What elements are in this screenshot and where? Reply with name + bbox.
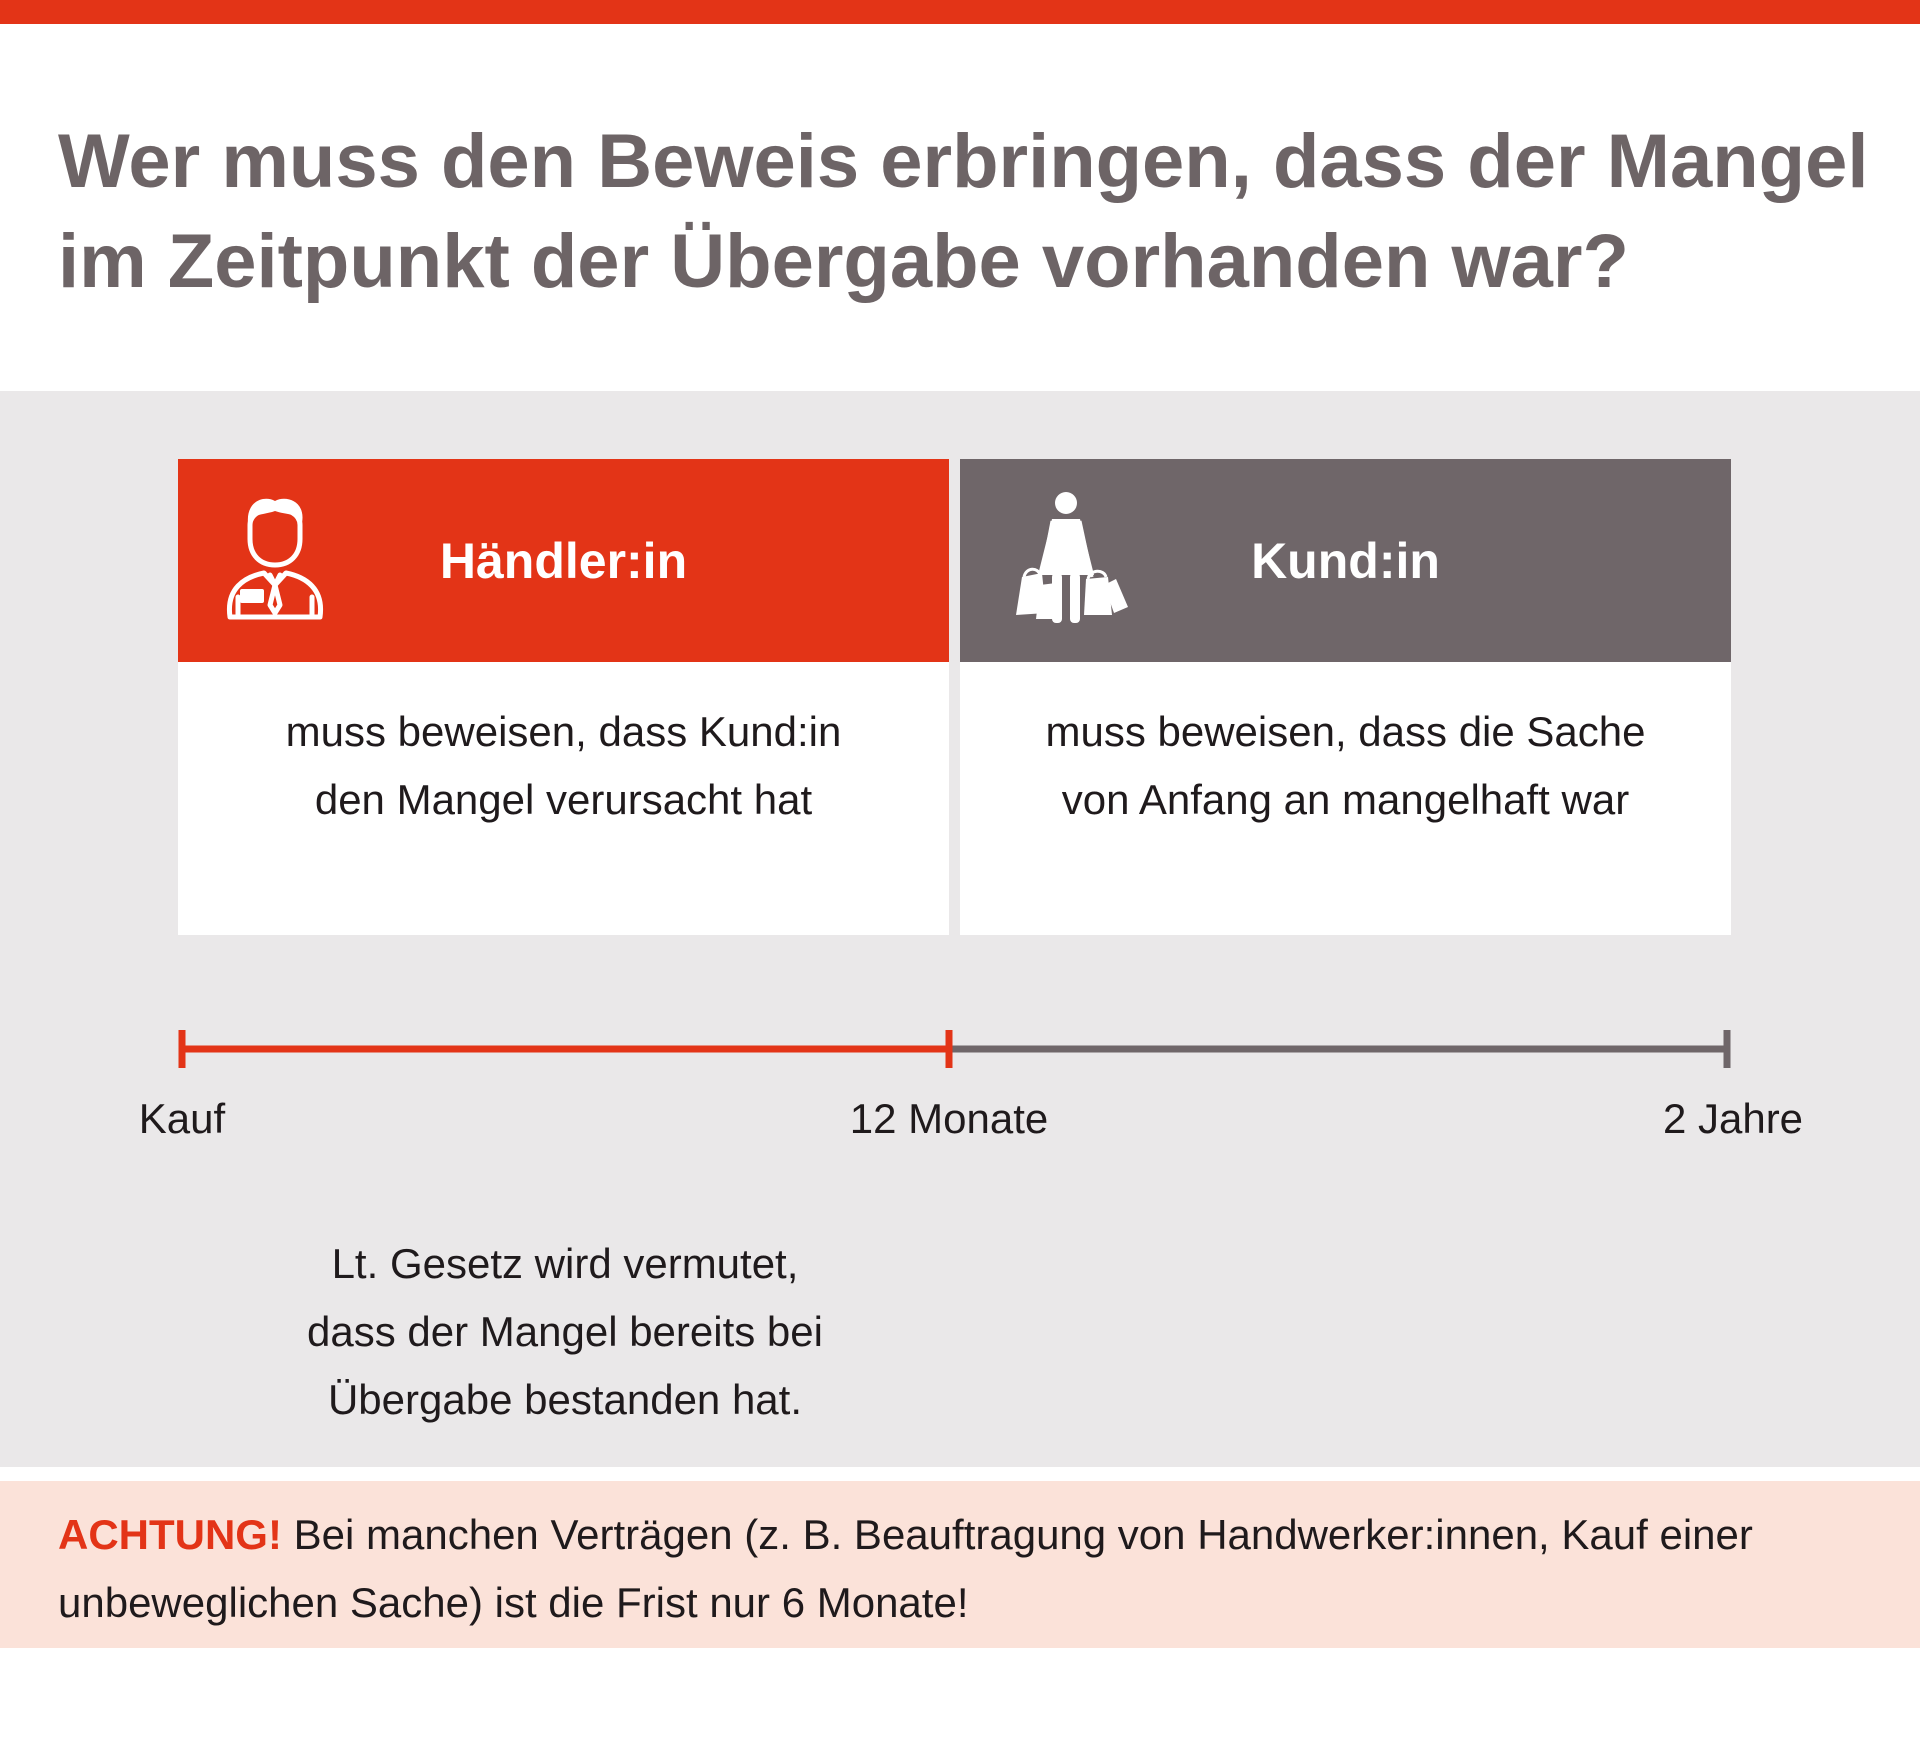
timeline [178, 1030, 1731, 1068]
card-header-customer: Kund:in [960, 459, 1731, 662]
merchant-person-icon [220, 493, 330, 628]
warning-box [0, 1481, 1920, 1648]
card-header-merchant: Händler:in [178, 459, 949, 662]
timeline-label-start: Kauf [138, 1095, 226, 1142]
warning-label: ACHTUNG! [58, 1511, 282, 1558]
page-title: Wer muss den Beweis erbringen, dass der … [58, 119, 1869, 304]
card-text-merchant: muss beweisen, dass Kund:in den Mangel v… [285, 708, 842, 823]
timeline-label-middle: 12 Monate [849, 1095, 1049, 1142]
presumption-text: Lt. Gesetz wird vermutet, dass der Mange… [307, 1240, 823, 1423]
card-text-customer: muss beweisen, dass die Sache von Anfang… [1045, 708, 1646, 823]
card-body-customer: muss beweisen, dass die Sache von Anfang… [960, 662, 1731, 935]
timeline-label-end: 2 Jahre [1662, 1095, 1804, 1142]
card-label-customer: Kund:in [1251, 532, 1440, 589]
warning-text: ACHTUNG! Bei manchen Verträgen (z. B. Be… [58, 1501, 1878, 1637]
shopper-with-bags-icon [1012, 489, 1132, 634]
top-accent-bar [0, 0, 1920, 24]
card-label-merchant: Händler:in [439, 532, 688, 589]
card-body-merchant: muss beweisen, dass Kund:in den Mangel v… [178, 662, 949, 935]
warning-body: Bei manchen Verträgen (z. B. Beauftragun… [58, 1511, 1753, 1626]
